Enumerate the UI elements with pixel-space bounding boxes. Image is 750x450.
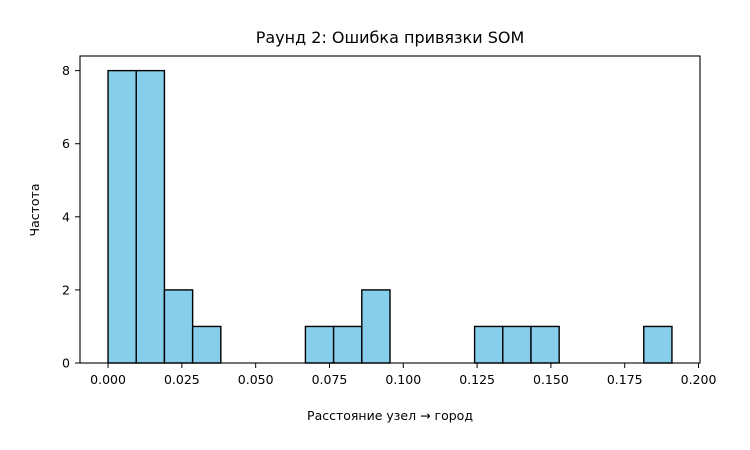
y-tick-label: 8 <box>62 63 70 78</box>
x-tick-label: 0.025 <box>164 372 200 387</box>
y-tick-label: 0 <box>62 356 70 371</box>
x-tick-label: 0.050 <box>238 372 274 387</box>
histogram-bar <box>191 325 222 364</box>
histogram-bar <box>530 325 560 364</box>
x-tick-label: 0.100 <box>385 372 421 387</box>
y-axis-label: Частота <box>27 184 42 237</box>
y-ticks-group: 0 2 4 6 8 <box>62 63 80 371</box>
x-tick-label: 0.125 <box>459 372 495 387</box>
x-tick-label: 0.175 <box>607 372 643 387</box>
y-tick-label: 6 <box>62 136 70 151</box>
chart-title: Раунд 2: Ошибка привязки SOM <box>256 28 525 47</box>
y-tick-label: 4 <box>62 209 70 224</box>
x-tick-label: 0.200 <box>681 372 717 387</box>
plot-frame <box>79 55 701 364</box>
histogram-bar <box>643 325 673 364</box>
histogram-bar <box>332 325 363 364</box>
histogram-bar <box>361 289 391 364</box>
histogram-bar <box>107 69 137 364</box>
histogram-bar <box>502 325 532 364</box>
histogram-bar <box>163 289 194 364</box>
y-tick-label: 2 <box>62 282 70 297</box>
x-tick-label: 0.075 <box>312 372 348 387</box>
x-ticks-group: 0.000 0.025 0.050 0.075 0.100 0.125 0.150 0.175… <box>90 363 716 387</box>
x-axis-label: Расстояние узел → город <box>307 408 473 423</box>
histogram-bar <box>473 325 504 364</box>
x-tick-label: 0.150 <box>533 372 569 387</box>
x-tick-label: 0.000 <box>90 372 126 387</box>
histogram-bar <box>135 69 166 364</box>
histogram-bar <box>304 325 335 364</box>
bars-group <box>107 69 673 364</box>
